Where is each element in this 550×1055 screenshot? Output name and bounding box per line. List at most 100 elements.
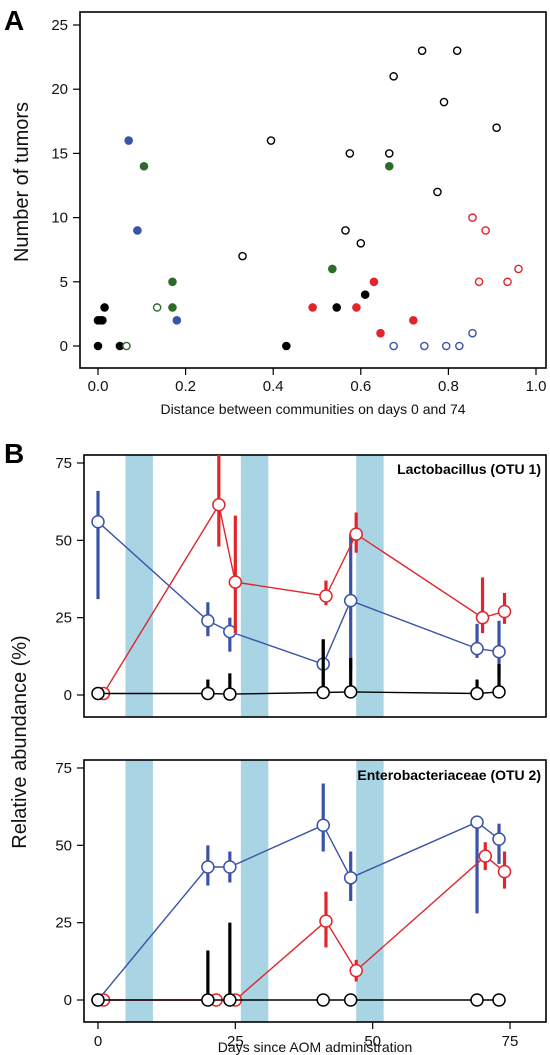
data-point xyxy=(389,72,398,81)
data-point xyxy=(349,963,363,978)
treatment-shading xyxy=(125,760,384,1022)
data-point xyxy=(93,341,103,351)
data-point xyxy=(316,818,330,832)
x-tick-label: 1.0 xyxy=(526,378,547,395)
data-point xyxy=(201,686,215,701)
data-point xyxy=(201,860,215,874)
data-point xyxy=(319,589,333,603)
data-point xyxy=(98,316,107,325)
y-tick-label: 0 xyxy=(64,687,72,704)
data-point xyxy=(360,290,370,299)
data-point xyxy=(384,149,394,158)
lactobacillus-subpanel: 0 25 50 75 Lactobacillus (OTU 1) xyxy=(55,454,547,718)
y-tick-label: 25 xyxy=(51,17,68,34)
treatment-interval xyxy=(356,455,384,717)
panel-a-points xyxy=(93,46,523,351)
data-point xyxy=(514,264,523,274)
data-point xyxy=(475,610,490,625)
data-point xyxy=(439,97,449,107)
data-point xyxy=(497,604,512,619)
data-point xyxy=(228,575,243,589)
data-point xyxy=(328,264,337,274)
data-point xyxy=(352,303,361,312)
lactobacillus-y-axis: 0 25 50 75 xyxy=(55,455,84,704)
enterobacteriaceae-plot-frame xyxy=(83,759,547,1023)
data-point xyxy=(168,277,177,287)
data-point xyxy=(316,993,330,1007)
data-point xyxy=(356,238,366,248)
y-tick-label: 15 xyxy=(51,145,68,162)
data-point xyxy=(470,815,484,829)
data-point xyxy=(282,341,291,351)
data-point xyxy=(266,136,276,145)
data-point xyxy=(343,685,358,699)
x-tick-label: 0.0 xyxy=(88,378,109,395)
panel-b: B Relative abundance (%) 0 25 50 75 Lactoba… xyxy=(4,438,547,1055)
data-point xyxy=(376,328,385,338)
data-point xyxy=(238,251,247,261)
data-point xyxy=(389,341,398,351)
data-point xyxy=(124,136,133,145)
lactobacillus-series xyxy=(91,455,512,701)
data-point xyxy=(481,226,490,235)
data-point xyxy=(308,303,317,312)
data-point xyxy=(492,832,506,846)
data-point xyxy=(478,849,493,863)
x-tick-label: 0.8 xyxy=(438,378,459,395)
data-point xyxy=(492,123,501,133)
data-point xyxy=(122,341,131,351)
data-point xyxy=(470,686,484,701)
x-tick-label: 0.4 xyxy=(263,378,284,395)
y-tick-label: 20 xyxy=(51,81,68,98)
panel-b-letter: B xyxy=(4,438,24,469)
data-point xyxy=(139,161,149,171)
y-tick-label: 75 xyxy=(55,455,72,472)
data-point xyxy=(417,46,427,55)
data-point xyxy=(172,316,182,325)
enterobacteriaceae-x-axis: 0 25 50 75 xyxy=(94,1022,518,1050)
data-point xyxy=(343,593,358,608)
data-point xyxy=(332,303,342,312)
data-point xyxy=(152,303,162,312)
data-point xyxy=(349,527,363,541)
data-point xyxy=(455,341,464,351)
data-point xyxy=(433,187,442,197)
treatment-interval xyxy=(125,760,153,1022)
y-tick-label: 5 xyxy=(60,274,68,291)
treatment-interval xyxy=(356,760,384,1022)
series-line xyxy=(97,521,500,665)
panel-a: A 0.0 0.2 0.4 0.6 0.8 1.0 0 5 10 15 20 25 Distance… xyxy=(4,5,547,417)
panel-b-y-axis-title: Relative abundance (%) xyxy=(9,635,31,848)
enterobacteriaceae-subpanel: 0 25 50 75 0 25 50 75 Enterobacteriaceae (OTU … xyxy=(55,759,547,1050)
data-point xyxy=(343,993,358,1007)
data-point xyxy=(91,993,105,1007)
y-tick-label: 0 xyxy=(64,992,72,1009)
series-line xyxy=(97,821,500,1001)
series-line xyxy=(102,502,505,694)
data-point xyxy=(470,641,484,656)
data-point xyxy=(503,277,512,287)
data-point xyxy=(201,614,215,628)
data-point xyxy=(212,498,226,512)
y-tick-label: 50 xyxy=(55,532,72,549)
data-point xyxy=(201,993,215,1007)
x-tick-label: 0 xyxy=(94,1033,102,1050)
y-tick-label: 0 xyxy=(60,338,68,355)
x-tick-label: 0.2 xyxy=(175,378,196,395)
data-point xyxy=(319,914,333,928)
y-tick-label: 10 xyxy=(51,210,68,227)
data-point xyxy=(470,993,484,1007)
data-point xyxy=(441,341,451,351)
data-point xyxy=(133,226,142,235)
enterobacteriaceae-y-axis: 0 25 50 75 xyxy=(55,760,84,1009)
data-point xyxy=(316,685,330,700)
y-tick-label: 75 xyxy=(55,760,72,777)
enterobacteriaceae-series xyxy=(91,783,512,1007)
data-point xyxy=(492,644,506,659)
x-tick-label: 50 xyxy=(364,1033,381,1050)
data-point xyxy=(492,993,506,1007)
data-point xyxy=(492,685,506,699)
data-point xyxy=(341,226,350,235)
data-point xyxy=(420,341,429,351)
